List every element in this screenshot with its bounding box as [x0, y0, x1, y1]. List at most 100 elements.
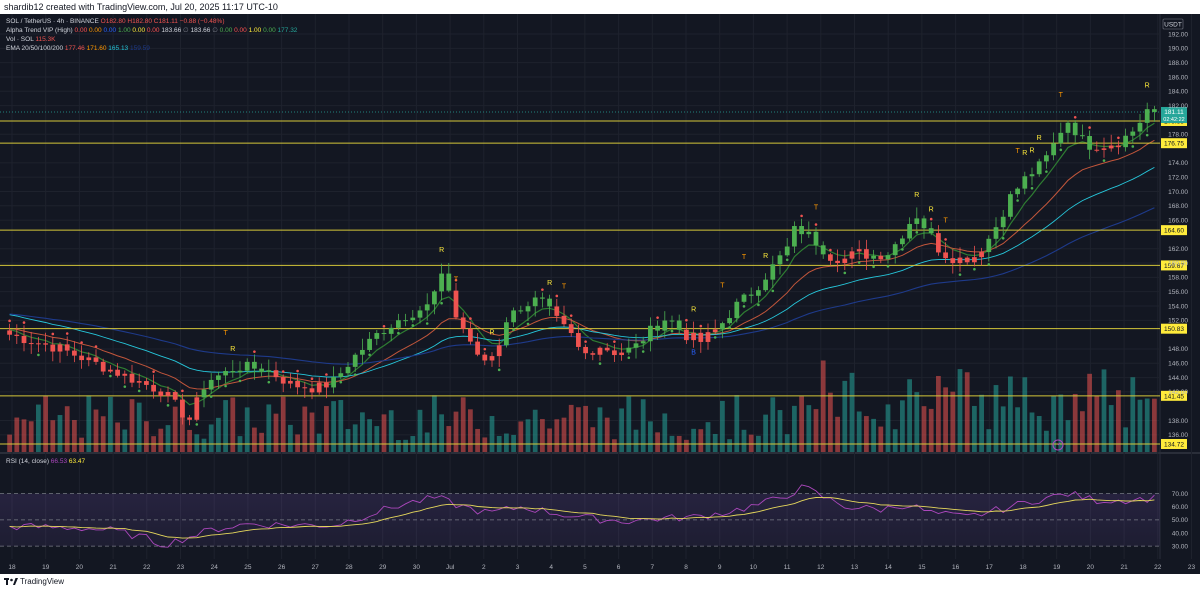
volume-bar [367, 419, 372, 452]
candle-body [979, 252, 984, 258]
volume-bar [230, 397, 236, 452]
trend-dot [641, 350, 645, 353]
volume-bar [972, 405, 977, 452]
time-tick-label: 29 [379, 564, 387, 571]
legend-ema[interactable]: EMA 20/50/100/200 177.46 171.60 165.13 1… [6, 45, 150, 52]
annotation-marker: R [691, 306, 696, 313]
time-tick-label: 9 [718, 564, 722, 571]
volume-bar [540, 419, 545, 452]
alert-clock-icon[interactable] [1052, 439, 1064, 451]
trend-dot [253, 350, 256, 353]
trend-dot [1088, 126, 1091, 129]
volume-bar [878, 426, 884, 452]
candle-body [230, 371, 236, 373]
trend-dot [656, 316, 659, 319]
price-tick-label: 174.00 [1168, 160, 1188, 167]
volume-bar [511, 434, 516, 452]
candle-body [604, 347, 610, 351]
trend-dot [339, 380, 343, 384]
time-tick-label: 14 [885, 564, 893, 571]
candle-body [345, 366, 351, 374]
volume-bar [331, 401, 336, 452]
price-axis-pane[interactable] [1160, 14, 1200, 559]
time-tick-label: 22 [1154, 564, 1162, 571]
volume-bar [100, 416, 106, 452]
time-tick-label: 23 [1188, 564, 1196, 571]
volume-bar [180, 399, 185, 452]
annotation-marker: R [230, 346, 235, 353]
trend-dot [886, 265, 890, 268]
candle-body [244, 361, 250, 371]
volume-bar [504, 433, 509, 452]
candle-body [734, 301, 740, 319]
annotation-marker: T [742, 254, 747, 261]
trend-dot [742, 305, 746, 308]
trend-dot [1045, 170, 1048, 173]
candle-body [914, 218, 920, 224]
candles [7, 102, 1157, 426]
candle-body [259, 368, 264, 372]
candle-body [712, 329, 718, 333]
volume-bar [79, 437, 84, 452]
candle-body [864, 249, 869, 259]
volume-bar [662, 413, 668, 452]
time-tick-label: 19 [42, 564, 50, 571]
tradingview-logo-icon [4, 578, 18, 585]
trend-dot [944, 238, 947, 241]
candle-body [763, 279, 768, 291]
level-badge [1161, 390, 1187, 401]
volume-bar [288, 424, 293, 452]
trend-dot [109, 374, 112, 378]
candle-body [540, 297, 545, 299]
volume-bar [864, 416, 869, 452]
candle-body [194, 397, 200, 420]
trend-dot [22, 321, 26, 324]
time-tick-label: 20 [1087, 564, 1095, 571]
candle-body [14, 334, 20, 336]
legend-symbol[interactable]: SOL / TetherUS · 4h · BINANCE O182.80 H1… [6, 18, 225, 25]
trend-dot [353, 373, 357, 377]
time-axis-pane[interactable] [0, 559, 1200, 574]
volume-bar [273, 413, 279, 452]
volume-bar [705, 422, 711, 452]
currency-label: USDT [1164, 22, 1182, 29]
legend-rsi[interactable]: RSI (14, close) 66.53 63.47 [6, 458, 86, 465]
time-tick-label: 21 [109, 564, 117, 571]
trend-dot [1001, 236, 1005, 240]
candle-body [158, 391, 164, 396]
candle-body [273, 370, 279, 378]
volume-bar [64, 406, 70, 452]
candle-body [698, 332, 704, 342]
volume-bar [856, 411, 862, 452]
candle-body [849, 251, 855, 259]
annotation-marker: R [439, 247, 444, 254]
volume-bar [950, 391, 956, 452]
trend-dot [569, 314, 573, 317]
price-chart[interactable]: 179.85176.75164.60159.67150.83141.45134.… [0, 14, 1200, 574]
trend-dot [526, 322, 530, 326]
candle-body [136, 381, 142, 383]
trend-dot [670, 329, 674, 333]
trend-dot [137, 389, 141, 393]
candle-body [727, 318, 732, 324]
candle-body [943, 252, 948, 259]
volume-bar [165, 425, 171, 452]
candle-body [626, 347, 632, 353]
main-pane[interactable] [0, 14, 1160, 452]
legend-volume[interactable]: Vol · SOL 115.3K [6, 36, 56, 43]
volume-bar [1015, 407, 1020, 452]
volume-bar [1130, 377, 1136, 452]
volume-bar [1144, 398, 1150, 452]
candle-body [144, 381, 149, 385]
volume-bar [763, 414, 768, 452]
candle-body [640, 341, 646, 344]
candle-body [806, 231, 812, 235]
legend-value: 0.00 [145, 27, 160, 34]
volume-bar [813, 409, 819, 452]
candle-body [792, 226, 797, 247]
candle-body [489, 356, 495, 361]
legend-alpha-trend[interactable]: Alpha Trend VIP (High) 0.00 0.00 0.00 1.… [6, 27, 298, 34]
candle-body [129, 373, 135, 383]
volume-bar [842, 380, 848, 452]
price-tick-label: 144.00 [1168, 375, 1188, 382]
